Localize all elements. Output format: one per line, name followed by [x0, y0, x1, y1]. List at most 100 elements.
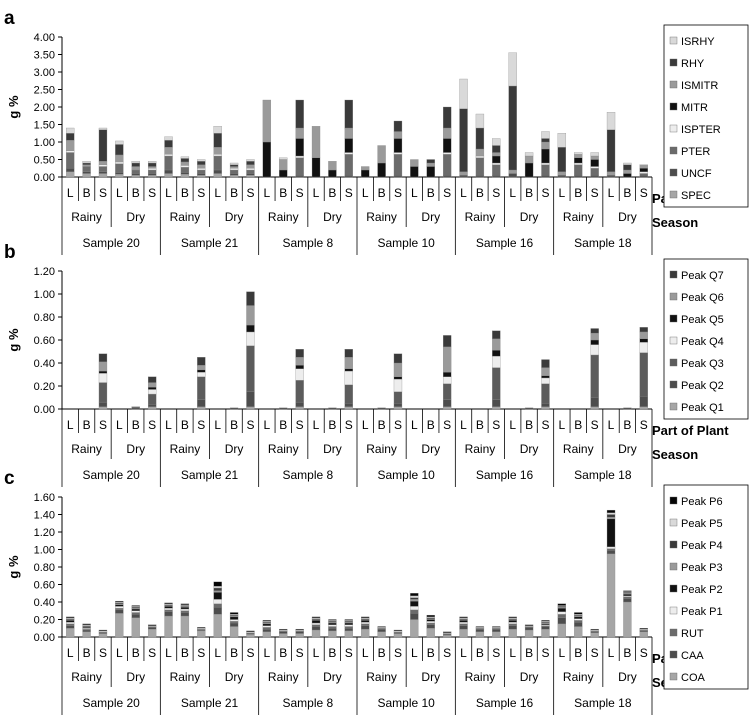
bar-segment-spec: [197, 175, 206, 178]
bar-segment-mitr: [328, 169, 337, 178]
bar-segment-pter: [180, 167, 190, 173]
bar-segment-isrhy: [131, 161, 140, 164]
bar-segment-peak-q6: [197, 365, 206, 371]
legend-label: ISRHY: [681, 36, 715, 48]
bar-segment-coa: [147, 628, 157, 638]
bar-segment-mitr: [590, 159, 599, 167]
bar-segment-uncf: [606, 175, 616, 178]
bar-segment-ismitr: [147, 166, 157, 169]
bar-segment-peak-q3: [492, 367, 501, 400]
season-label: Rainy: [366, 210, 397, 224]
bar-segment-peak-q2: [492, 399, 501, 407]
bar-segment-caa: [115, 609, 124, 614]
bar-segment-ispter: [164, 154, 173, 157]
bar-segment-spec: [229, 175, 239, 178]
bar-segment-mitr: [639, 168, 648, 172]
bar-segment-peak-q5: [147, 386, 157, 390]
bar-segment-pter: [147, 169, 157, 174]
bar-segment-ispter: [229, 168, 239, 171]
part-label: B: [230, 418, 238, 432]
bar-segment-caa: [295, 631, 304, 634]
bar-segment-pter: [82, 166, 91, 172]
y-tick-label: 0.80: [34, 312, 55, 324]
bar-segment-spec: [164, 173, 173, 178]
bar-segment-ismitr: [475, 148, 485, 157]
bar-segment-ismitr: [115, 154, 124, 163]
bar-segment-peak-q6: [147, 382, 157, 388]
part-label: S: [394, 186, 402, 200]
part-label: S: [640, 186, 648, 200]
bar-segment-peak-p5: [213, 586, 222, 589]
bar-segment-ismitr: [229, 166, 239, 169]
bar-segment-peak-q4: [492, 355, 501, 368]
bar-segment-rhy: [541, 138, 550, 143]
bar-segment-caa: [164, 611, 173, 617]
y-tick-label: 0.50: [34, 155, 55, 167]
bar-segment-caa: [541, 626, 550, 630]
bar-segment-ispter: [98, 164, 108, 167]
bar-segment-peak-p1: [311, 622, 321, 625]
bar-segment-pter: [115, 163, 124, 173]
sample-label: Sample 18: [574, 696, 632, 710]
bar-segment-peak-q4: [295, 368, 304, 381]
bar-segment-peak-q7: [442, 335, 452, 348]
bar-segment-peak-q6: [541, 367, 550, 376]
y-tick-label: 0.40: [34, 358, 55, 370]
bar-segment-rut: [262, 627, 272, 630]
bar-segment-caa: [606, 550, 616, 555]
part-label: S: [99, 646, 107, 660]
bar-segment-uncf: [164, 169, 173, 174]
bar-segment-isrhy: [66, 127, 75, 134]
part-label: B: [328, 646, 336, 660]
bar-segment-mitr: [361, 169, 370, 178]
legend-label: Peak Q1: [681, 402, 724, 414]
bar-segment-peak-q3: [246, 345, 255, 392]
sample-label: Sample 8: [282, 468, 333, 482]
bar-segment-uncf: [492, 175, 501, 178]
bar-segment-peak-p2: [147, 624, 157, 626]
bar-segment-coa: [82, 631, 91, 638]
bar-segment-rut: [344, 626, 353, 629]
bar-segment-peak-p2: [328, 622, 337, 625]
season-label: Dry: [225, 670, 244, 684]
bar-segment-caa: [279, 631, 288, 634]
bar-segment-rhy: [180, 158, 190, 163]
bar-segment-peak-q2: [590, 397, 599, 407]
bar-segment-peak-q7: [590, 328, 599, 334]
bar-segment-ispter: [590, 166, 599, 169]
bar-segment-uncf: [574, 175, 583, 178]
part-label: L: [116, 418, 123, 432]
bar-segment-peak-q7: [639, 327, 648, 333]
bar-segment-pter: [66, 152, 75, 169]
season-label: Dry: [126, 210, 145, 224]
bar-segment-peak-q4: [147, 389, 157, 395]
bar-segment-peak-p2: [442, 631, 452, 633]
season-label: Rainy: [563, 210, 594, 224]
season-label: Dry: [618, 442, 637, 456]
bar-segment-pter: [442, 154, 452, 176]
bar-segment-peak-p6: [426, 614, 435, 618]
bar-segment-mitr: [295, 138, 304, 157]
bar-segment-peak-q4: [590, 344, 599, 356]
bar-segment-peak-p2: [131, 608, 140, 611]
bar-segment-peak-q2: [197, 399, 206, 407]
part-label: S: [345, 186, 353, 200]
bar-segment-isrhy: [164, 136, 173, 141]
part-label: B: [476, 186, 484, 200]
part-label: B: [525, 186, 533, 200]
bar-segment-peak-q6: [639, 331, 648, 340]
bar-segment-pter: [164, 155, 173, 171]
sample-label: Sample 18: [574, 468, 632, 482]
bar-segment-mitr: [426, 166, 435, 178]
part-label: L: [608, 418, 615, 432]
bar-segment-ismitr: [606, 171, 616, 176]
bar-segment-mitr: [410, 166, 419, 178]
bar-segment-caa: [574, 621, 583, 627]
bar-segment-peak-p1: [574, 618, 583, 621]
bar-segment-pter: [475, 157, 485, 176]
bar-segment-uncf: [393, 175, 403, 178]
bar-segment-peak-q7: [344, 349, 353, 358]
y-axis-label: g %: [6, 95, 21, 119]
